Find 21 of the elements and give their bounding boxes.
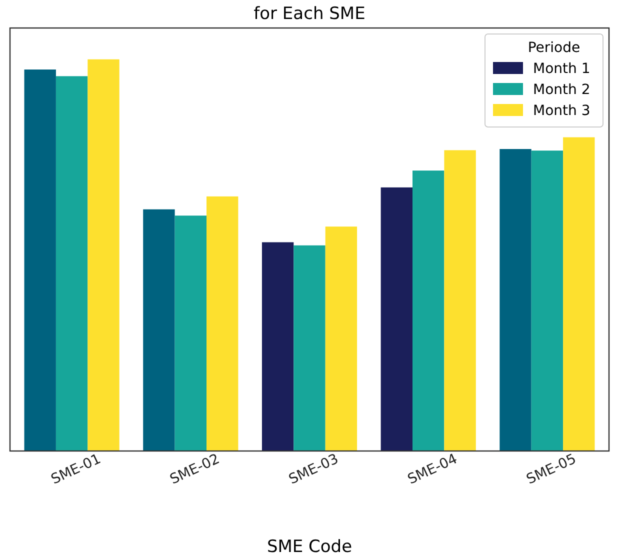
bar: [500, 149, 532, 451]
bar: [262, 242, 294, 451]
bar: [380, 187, 413, 451]
bar: [444, 150, 476, 451]
bar: [206, 196, 238, 451]
bar: [412, 170, 444, 451]
bar: [174, 216, 206, 451]
legend-label: Month 1: [533, 61, 590, 77]
bar: [563, 137, 595, 451]
bar: [24, 70, 56, 451]
legend-label: Month 3: [533, 103, 590, 119]
bar: [531, 150, 564, 451]
legend-label: Month 2: [533, 82, 590, 98]
bar: [143, 209, 175, 451]
bar: [56, 76, 88, 451]
bar: [88, 59, 120, 451]
bar: [294, 245, 326, 451]
chart-title: for Each SME: [254, 4, 366, 24]
x-axis-title: SME Code: [266, 537, 352, 557]
bar: [325, 226, 358, 451]
legend-title: Periode: [528, 40, 580, 56]
